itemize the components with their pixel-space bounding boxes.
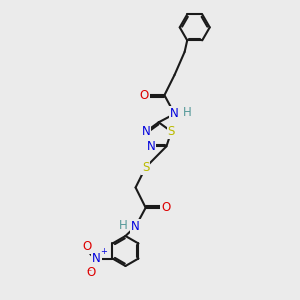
Text: N: N <box>142 125 150 138</box>
Text: O: O <box>140 89 149 102</box>
Text: O: O <box>161 201 170 214</box>
Text: +: + <box>100 247 107 256</box>
Text: O: O <box>82 241 91 254</box>
Text: H: H <box>119 219 128 232</box>
Text: N: N <box>92 252 101 265</box>
Text: ⁻: ⁻ <box>86 269 92 279</box>
Text: H: H <box>183 106 191 119</box>
Text: O: O <box>86 266 95 279</box>
Text: S: S <box>142 161 149 174</box>
Text: N: N <box>146 140 155 153</box>
Text: N: N <box>170 107 179 120</box>
Text: N: N <box>131 220 140 233</box>
Text: S: S <box>168 125 175 138</box>
